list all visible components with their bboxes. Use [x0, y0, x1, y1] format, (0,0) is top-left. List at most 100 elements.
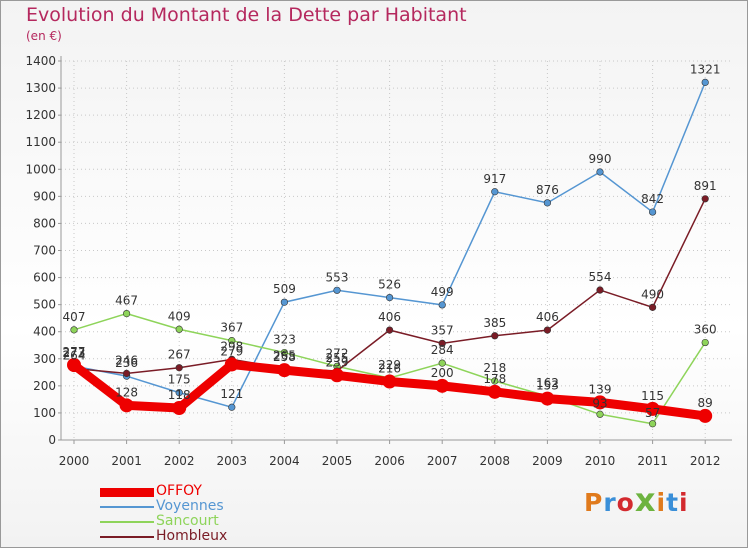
data-point-offoy [382, 374, 397, 389]
legend-swatch-voyennes [100, 506, 154, 508]
data-label-hombleux: 298 [220, 339, 243, 353]
chart-title: Evolution du Montant de la Dette par Hab… [26, 4, 467, 26]
y-tick-label: 1000 [25, 162, 56, 176]
data-label-sancourt: 407 [63, 310, 86, 324]
data-label-sancourt: 409 [168, 309, 191, 323]
x-tick-label: 2004 [269, 454, 300, 468]
y-tick-label: 1300 [25, 81, 56, 95]
y-tick-label: 1200 [25, 108, 56, 122]
data-label-offoy: 139 [589, 382, 612, 396]
data-label-offoy: 89 [698, 396, 713, 410]
data-label-voyennes: 876 [536, 183, 559, 197]
data-label-voyennes: 509 [273, 282, 296, 296]
data-label-hombleux: 490 [641, 287, 664, 301]
data-point-voyennes [701, 78, 709, 86]
y-tick-label: 300 [33, 352, 56, 366]
data-label-offoy: 153 [536, 379, 559, 393]
data-label-hombleux: 891 [694, 179, 717, 193]
data-label-offoy: 178 [483, 372, 506, 386]
data-label-overlap: 93 [592, 396, 607, 410]
data-label-hombleux: 406 [536, 310, 559, 324]
data-point-sancourt [280, 348, 289, 357]
data-point-hombleux [701, 195, 709, 203]
x-tick-label: 2003 [217, 454, 248, 468]
y-tick-label: 400 [33, 325, 56, 339]
x-tick-label: 2007 [427, 454, 458, 468]
data-label-hombleux: 357 [431, 323, 454, 337]
x-tick-label: 2005 [322, 454, 353, 468]
y-tick-label: 800 [33, 216, 56, 230]
logo-letter: P [584, 488, 604, 517]
data-label-sancourt: 229 [378, 358, 401, 372]
logo-letter: i [656, 488, 667, 517]
data-point-offoy [67, 358, 81, 373]
data-point-hombleux [543, 326, 552, 334]
data-label-offoy: 128 [115, 385, 138, 399]
data-point-voyennes [386, 294, 394, 302]
y-tick-label: 600 [33, 271, 56, 285]
data-point-offoy [593, 395, 607, 410]
data-point-sancourt [648, 420, 657, 428]
data-label-sancourt: 360 [694, 323, 717, 337]
data-label-hombleux: 265 [273, 348, 296, 362]
proxiti-logo: Proxiti [584, 481, 689, 519]
data-point-sancourt [70, 326, 78, 334]
data-label-voyennes: 526 [378, 278, 401, 292]
data-point-hombleux [491, 332, 499, 340]
data-point-hombleux [648, 303, 657, 311]
data-point-voyennes [648, 208, 657, 216]
data-point-sancourt [175, 325, 183, 333]
data-label-voyennes: 1321 [690, 62, 721, 76]
legend-swatch-offoy [100, 488, 154, 497]
chart-subtitle: (en €) [26, 29, 62, 43]
data-label-voyennes: 842 [641, 192, 664, 206]
data-label-offoy: 258 [273, 350, 296, 364]
y-tick-label: 1100 [25, 135, 56, 149]
y-tick-label: 1400 [25, 54, 56, 68]
data-label-sancourt: 218 [483, 361, 506, 375]
data-point-voyennes [543, 199, 552, 207]
data-label-hombleux: 267 [168, 348, 191, 362]
data-point-voyennes [596, 168, 604, 176]
data-label-sancourt: 272 [326, 346, 349, 360]
data-point-offoy [487, 384, 502, 399]
data-point-offoy [172, 401, 187, 416]
data-point-sancourt [438, 359, 446, 367]
data-point-sancourt [491, 377, 499, 385]
data-label-sancourt: 323 [273, 333, 296, 347]
data-point-hombleux [175, 364, 183, 372]
data-point-sancourt [596, 410, 604, 418]
data-point-hombleux [438, 339, 446, 347]
data-label-offoy: 279 [220, 344, 243, 358]
x-tick-label: 2011 [637, 454, 668, 468]
data-label-sancourt: 367 [220, 321, 243, 335]
data-point-hombleux [122, 369, 131, 378]
data-point-offoy [330, 368, 344, 383]
data-label-offoy: 115 [641, 389, 664, 403]
x-tick-label: 2010 [585, 454, 616, 468]
data-label-voyennes: 990 [589, 152, 612, 166]
legend-label-offoy: OFFOY [156, 483, 202, 499]
y-tick-label: 700 [33, 244, 56, 258]
data-label-hombleux: 554 [589, 270, 612, 284]
data-point-offoy [645, 401, 660, 416]
x-tick-label: 2000 [59, 454, 90, 468]
data-label-offoy: 277 [63, 345, 86, 359]
logo-letter: r [603, 488, 617, 517]
data-label-offoy: 239 [326, 355, 349, 369]
logo-letter: x [634, 481, 657, 519]
logo-letter: t [666, 488, 680, 517]
data-point-hombleux [596, 286, 604, 294]
legend-swatch-hombleux [100, 536, 154, 538]
data-label-overlap: 57 [645, 406, 660, 420]
legend-swatch-sancourt [100, 521, 154, 523]
data-label-sancourt: 284 [431, 343, 454, 357]
logo-letter: i [679, 488, 689, 517]
data-point-voyennes [228, 403, 236, 411]
legend-label-sancourt: Sancourt [156, 513, 219, 529]
y-tick-label: 900 [33, 189, 56, 203]
data-point-sancourt [228, 337, 236, 345]
data-label-hombleux: 255 [326, 351, 349, 365]
